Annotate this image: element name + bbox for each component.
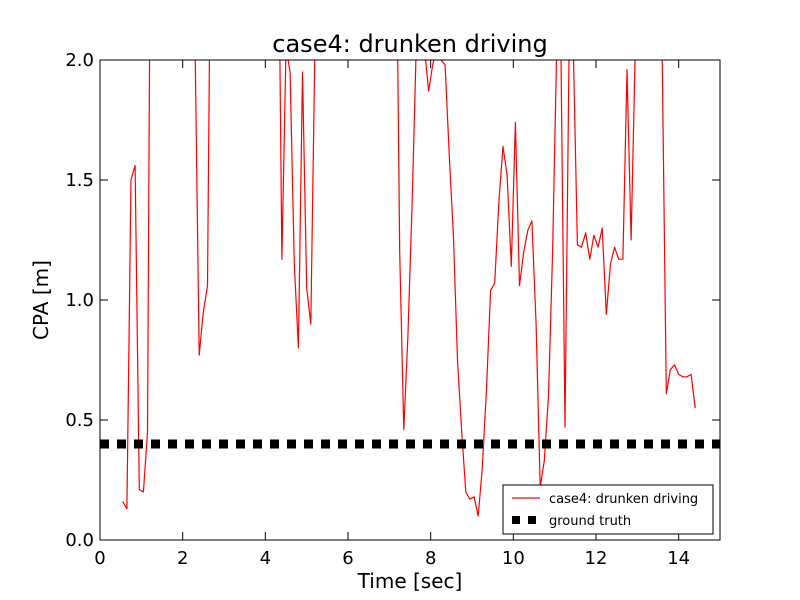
- y-tick-label: 0.0: [65, 530, 94, 551]
- series-group: [100, 60, 720, 517]
- x-tick-label: 12: [585, 548, 608, 569]
- chart-title: case4: drunken driving: [272, 30, 547, 58]
- legend-label-drunken-driving: case4: drunken driving: [549, 492, 698, 507]
- x-tick-label: 8: [425, 548, 436, 569]
- x-tick-label: 14: [667, 548, 690, 569]
- plot-frame: [99, 59, 721, 541]
- x-tick-label: 2: [177, 548, 188, 569]
- y-tick-label: 1.0: [65, 290, 94, 311]
- legend-box: [502, 484, 714, 535]
- legend-label-ground-truth: ground truth: [549, 514, 631, 529]
- x-axis-label: Time [sec]: [357, 569, 463, 593]
- series-line-0: [122, 60, 696, 517]
- legend: case4: drunken driving ground truth: [502, 484, 714, 535]
- x-tick-label: 10: [502, 548, 525, 569]
- x-tick-label: 0: [94, 548, 105, 569]
- x-tick-label: 4: [260, 548, 271, 569]
- y-tick-label: 0.5: [65, 410, 94, 431]
- y-axis-label: CPA [m]: [29, 260, 53, 340]
- x-tick-label: 6: [342, 548, 353, 569]
- y-tick-label: 1.5: [65, 170, 94, 191]
- y-tick-label: 2.0: [65, 50, 94, 71]
